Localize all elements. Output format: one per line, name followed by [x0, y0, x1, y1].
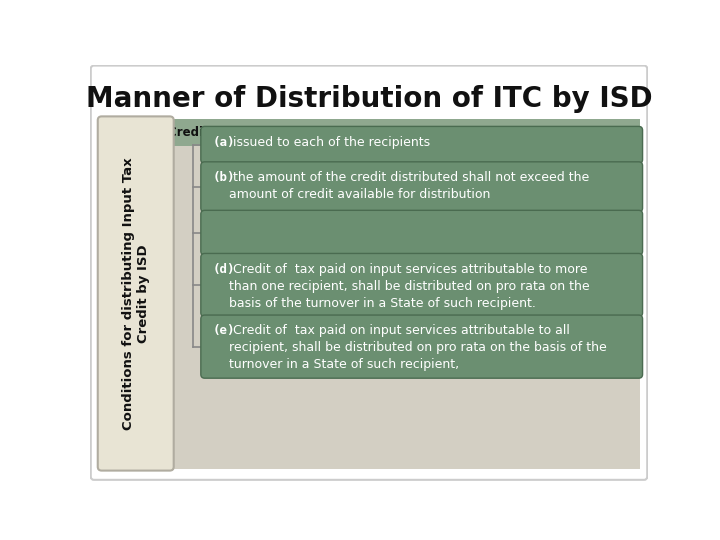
FancyBboxPatch shape	[201, 253, 642, 316]
FancyBboxPatch shape	[98, 117, 174, 470]
Text: issued to each of the recipients: issued to each of the recipients	[229, 136, 430, 148]
Text: (b): (b)	[212, 171, 235, 184]
Text: Conditions for distributing Input Tax
Credit by ISD: Conditions for distributing Input Tax Cr…	[122, 157, 150, 430]
Text: (e): (e)	[212, 325, 235, 338]
FancyBboxPatch shape	[91, 65, 647, 480]
Text: (a): (a)	[212, 136, 235, 148]
Text: Credit of  tax paid on input services attributable to all
recipient, shall be di: Credit of tax paid on input services att…	[229, 325, 607, 372]
FancyBboxPatch shape	[201, 315, 642, 378]
Text: the amount of the credit distributed shall not exceed the
amount of credit avail: the amount of the credit distributed sha…	[229, 171, 589, 201]
Text: Credit of  tax paid on input services attributable to more
than one recipient, s: Credit of tax paid on input services att…	[229, 262, 590, 309]
Text: (d): (d)	[212, 262, 235, 276]
Text: ISD...can Credit: ISD...can Credit	[104, 126, 209, 139]
FancyBboxPatch shape	[201, 126, 642, 164]
FancyBboxPatch shape	[201, 162, 642, 212]
FancyBboxPatch shape	[98, 119, 640, 469]
FancyBboxPatch shape	[98, 119, 640, 146]
FancyBboxPatch shape	[201, 211, 642, 255]
Text: Manner of Distribution of ITC by ISD: Manner of Distribution of ITC by ISD	[86, 85, 652, 113]
